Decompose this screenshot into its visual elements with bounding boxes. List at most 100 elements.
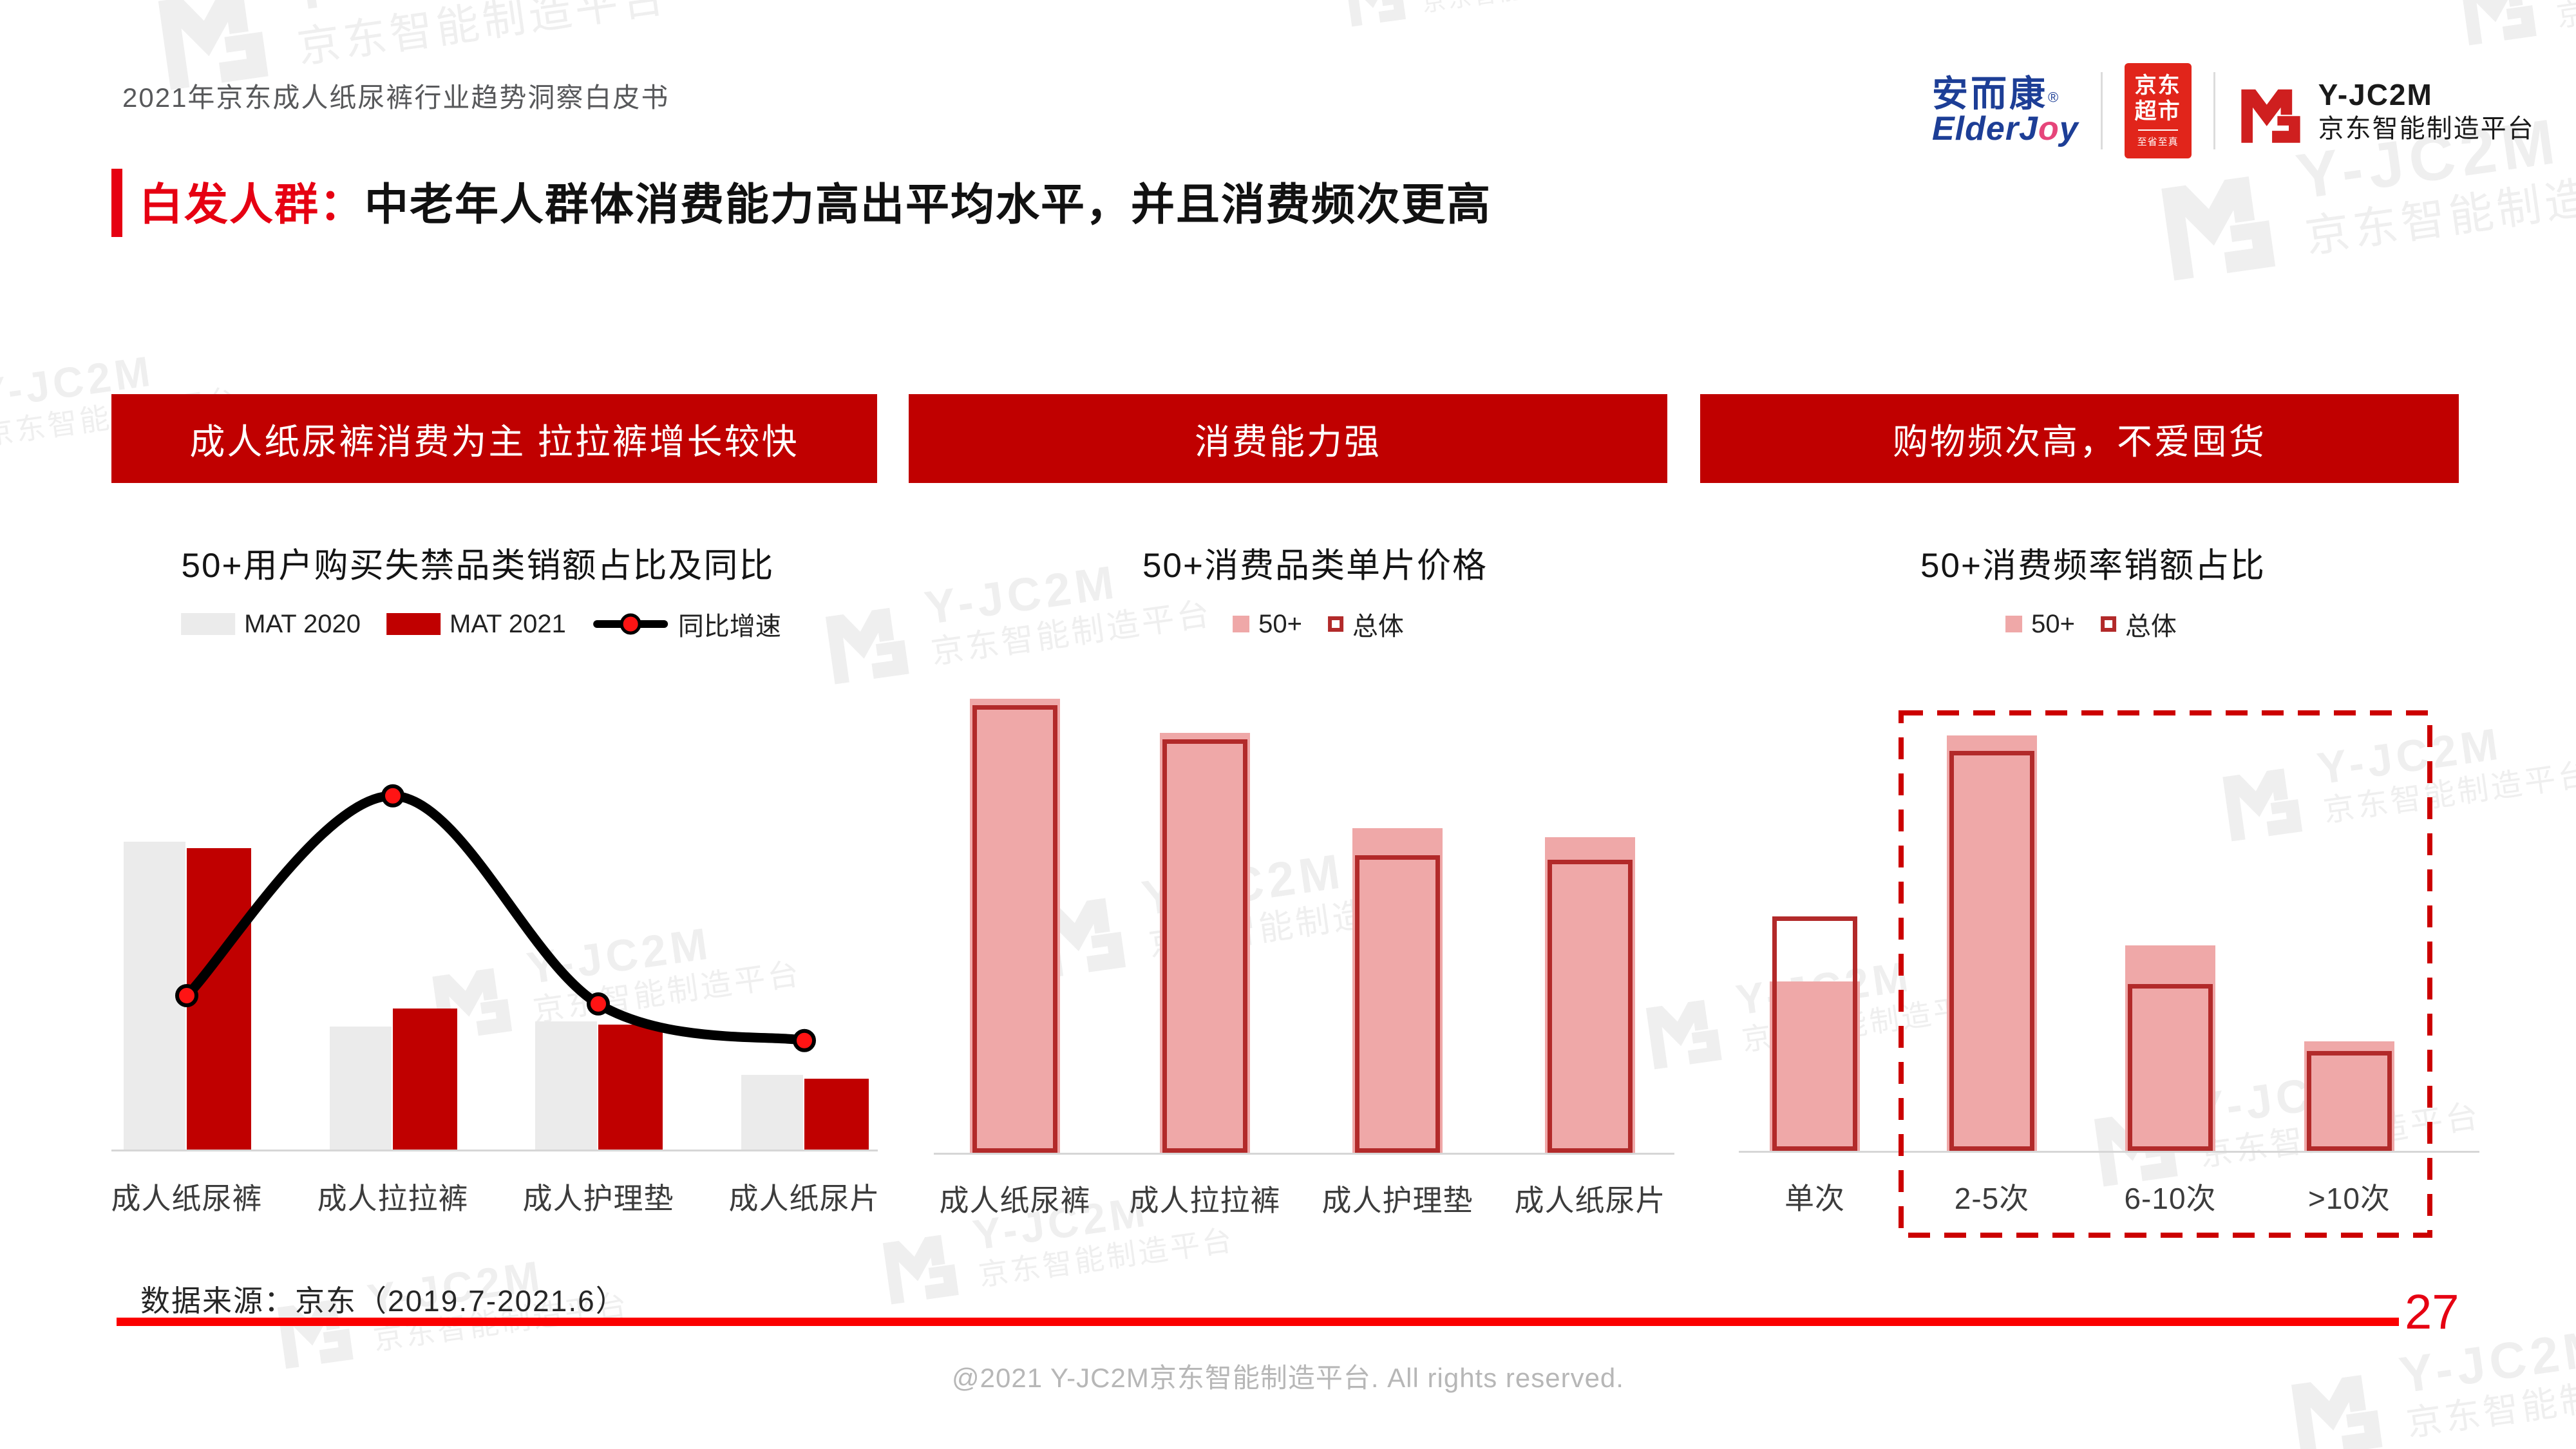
legend-swatch — [1233, 616, 1250, 632]
data-point-marker — [381, 784, 404, 808]
legend-label: 总体 — [2125, 612, 2177, 641]
chart2-legend: 50+ 总体 — [1233, 605, 1404, 643]
yjc2m-logo: Y-JC2M 京东智能制造平台 — [2237, 75, 2535, 147]
watermark-line2: 京东智能制造平台 — [929, 594, 1215, 671]
chart2-plot — [934, 663, 1674, 1155]
yjc2m-watermark: Y-JC2M京东智能制造平台 — [1340, 0, 1629, 31]
elderjoy-cn: 安而康 — [1932, 73, 2048, 114]
highlight-box — [1899, 710, 2432, 1238]
data-point-marker — [587, 992, 610, 1016]
legend-swatch — [2100, 616, 2116, 632]
yjc2m-mark-icon — [2283, 1352, 2389, 1449]
chart2-title: 50+消费品类单片价格 — [1142, 547, 1488, 585]
bar-total-outline — [1949, 750, 2034, 1151]
legend-label: 同比增速 — [677, 612, 781, 641]
yjc2m-subtitle: 京东智能制造平台 — [2318, 114, 2535, 143]
yjc2m-mark-icon — [2151, 148, 2283, 289]
x-label: 单次 — [1785, 1182, 1845, 1215]
yjc2m-mark-icon — [2237, 75, 2304, 147]
jd-supermarket-logo: 京东 超市 至省至真 — [2124, 63, 2192, 158]
logo-divider — [2100, 72, 2103, 149]
data-source-note: 数据来源：京东（2019.7-2021.6） — [140, 1284, 627, 1318]
copyright-note: @2021 Y-JC2M京东智能制造平台. All rights reserve… — [952, 1363, 1624, 1393]
yjc2m-mark-icon — [2454, 0, 2542, 51]
bar-50plus — [1770, 981, 1860, 1151]
banner-spending-power: 消费能力强 — [909, 394, 1667, 483]
bar-mat2020 — [330, 1026, 392, 1150]
bar-total-outline — [972, 705, 1057, 1153]
legend-item: MAT 2020 — [181, 610, 361, 639]
chart3-legend: 50+ 总体 — [2005, 605, 2177, 643]
yjc2m-mark-icon — [1340, 0, 1410, 31]
yjc2m-mark-icon — [818, 587, 915, 690]
bar-50plus — [1352, 828, 1443, 1153]
page-title-highlight: 白发人群： — [139, 180, 365, 229]
bar-50plus — [1160, 732, 1250, 1153]
jd-logo-separator — [2137, 129, 2178, 131]
footer-rule — [117, 1318, 2399, 1326]
legend-label: MAT 2020 — [244, 609, 361, 638]
watermark-line2: 京东智能制造平台 — [976, 1223, 1236, 1293]
logo-divider — [2213, 72, 2215, 149]
x-label: 成人纸尿片 — [728, 1182, 880, 1215]
legend-item: MAT 2021 — [386, 610, 566, 639]
data-point-marker — [175, 984, 198, 1007]
legend-label: 50+ — [1258, 609, 1302, 638]
bar-mat2020 — [741, 1074, 803, 1150]
chart3-title: 50+消费频率销额占比 — [1920, 547, 2266, 585]
heart-o-icon: o — [2038, 110, 2060, 147]
legend-item: 同比增速 — [592, 605, 781, 643]
legend-item: 总体 — [2100, 605, 2177, 643]
chart1-legend: MAT 2020 MAT 2021 同比增速 — [181, 605, 781, 643]
elderjoy-logo: 安而康® ElderJoy — [1932, 76, 2079, 146]
bar-50plus — [1545, 837, 1635, 1153]
logo-row: 安而康® ElderJoy 京东 超市 至省至真 Y-JC2M 京东智能制造平台 — [1932, 59, 2535, 162]
document-title: 2021年京东成人纸尿裤行业趋势洞察白皮书 — [122, 82, 670, 113]
legend-swatch — [2005, 616, 2023, 632]
x-label: >10次 — [2307, 1182, 2391, 1215]
yjc2m-watermark: Y-JC2M京东智能制造平台 — [2454, 0, 2576, 51]
title-accent-bar — [111, 169, 122, 237]
legend-swatch — [386, 613, 440, 635]
bar-total-outline — [2307, 1051, 2392, 1151]
x-label: 成人拉拉裤 — [317, 1182, 469, 1215]
x-label: 成人纸尿片 — [1514, 1184, 1666, 1217]
x-label: 成人护理垫 — [522, 1182, 674, 1215]
watermark-line2: 京东智能制造平台 — [294, 0, 671, 73]
watermark-line2: 京东智能制造平台 — [2403, 1361, 2576, 1444]
legend-swatch — [1327, 616, 1343, 632]
watermark-line2: 京东智能制造平台 — [2302, 158, 2576, 263]
yjc2m-mark-icon — [876, 1216, 964, 1309]
x-label: 成人纸尿裤 — [939, 1184, 1091, 1217]
bar-total-outline — [1772, 916, 1857, 1151]
legend-label: MAT 2021 — [450, 609, 566, 638]
chart1-title: 50+用户购买失禁品类销额占比及同比 — [181, 547, 775, 585]
data-point-marker — [793, 1028, 816, 1052]
x-label: 6-10次 — [2124, 1182, 2217, 1215]
yoy-growth-line — [175, 784, 816, 1052]
legend-swatch — [181, 613, 236, 635]
bar-total-outline — [1548, 860, 1633, 1153]
legend-label: 总体 — [1352, 612, 1404, 641]
x-label: 成人护理垫 — [1321, 1184, 1473, 1217]
watermark-line1: Y-JC2M — [285, 0, 664, 24]
legend-item: 50+ — [2005, 610, 2075, 639]
bar-total-outline — [1162, 739, 1247, 1153]
bar-50plus — [1947, 735, 2037, 1151]
elderjoy-en: ElderJoy — [1932, 110, 2079, 147]
legend-label: 50+ — [2031, 609, 2075, 638]
legend-item: 总体 — [1327, 605, 1404, 643]
x-label: 成人纸尿裤 — [111, 1182, 263, 1215]
page-title: 白发人群：中老年人群体消费能力高出平均水平，并且消费频次更高 — [139, 169, 1492, 232]
line-legend-icon — [592, 613, 668, 635]
watermark-line2: 京东智能制造平台 — [2554, 0, 2576, 35]
bar-mat2021 — [598, 1024, 663, 1150]
bar-mat2021 — [804, 1079, 869, 1150]
bar-total-outline — [1355, 855, 1440, 1153]
legend-item: 50+ — [1233, 610, 1302, 639]
bar-50plus — [2304, 1041, 2394, 1151]
bar-mat2020 — [535, 1021, 597, 1150]
watermark-line2: 京东智能制造平台 — [1420, 0, 1628, 19]
chart1-plot — [111, 773, 878, 1151]
